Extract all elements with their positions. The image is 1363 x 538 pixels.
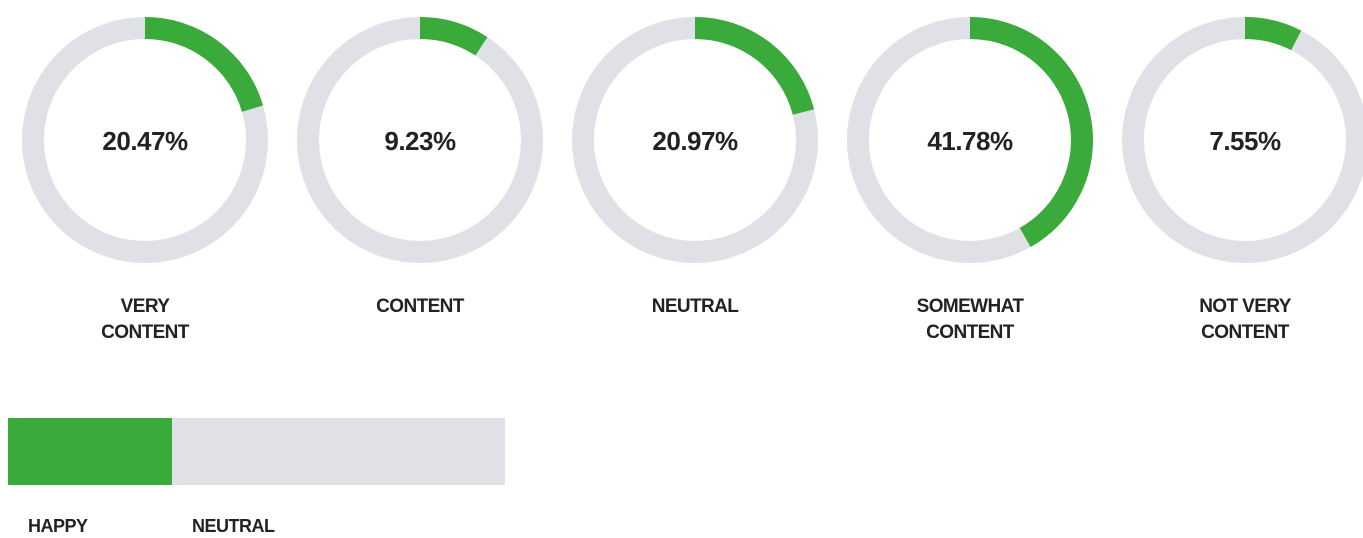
bar-segment	[172, 418, 505, 485]
donut-category-label: CONTENT	[376, 296, 464, 317]
donut-value-label: 7.55%	[1209, 126, 1281, 156]
donut-arc	[1122, 17, 1363, 263]
donut-arc	[847, 17, 1093, 263]
donut-arc	[297, 17, 543, 263]
donut-value-label: 41.78%	[927, 126, 1013, 156]
donut-arc	[572, 17, 818, 263]
bar-category-label: NEUTRAL	[192, 516, 275, 536]
donut-category-label: SOMEWHAT CONTENT	[916, 296, 1024, 343]
bar-segment	[8, 418, 173, 485]
donut-value-label: 20.47%	[102, 126, 188, 156]
donut-arc	[22, 17, 268, 263]
donut-category-label: VERY CONTENT	[101, 296, 189, 343]
donut-category-label: NEUTRAL	[651, 296, 739, 317]
bar-category-label: HAPPY	[28, 516, 88, 536]
donut-value-label: 9.23%	[384, 126, 456, 156]
donut-category-label: NOT VERY CONTENT	[1199, 296, 1291, 343]
donut-value-label: 20.97%	[652, 126, 738, 156]
